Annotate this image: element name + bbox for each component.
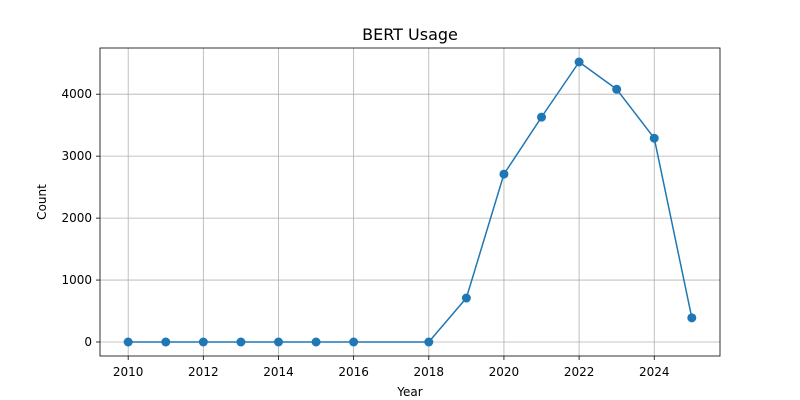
- data-point: [574, 57, 584, 67]
- data-point: [612, 84, 622, 94]
- series-layer: [123, 57, 697, 347]
- x-tick-label: 2018: [414, 365, 445, 379]
- x-tick-label: 2010: [113, 365, 144, 379]
- data-point: [461, 293, 471, 303]
- data-point: [161, 337, 171, 347]
- data-point: [499, 169, 509, 179]
- x-tick-label: 2014: [263, 365, 294, 379]
- data-point: [649, 133, 659, 143]
- data-point: [236, 337, 246, 347]
- data-point: [198, 337, 208, 347]
- x-tick-label: 2022: [564, 365, 595, 379]
- y-tick-label: 3000: [61, 149, 92, 163]
- data-point: [123, 337, 133, 347]
- grid: [100, 48, 720, 356]
- x-axis-label: Year: [396, 385, 422, 399]
- y-axis-label: Count: [35, 184, 49, 220]
- x-ticks: 2010 2012 2014 2016 2018 2020 2022 2024: [113, 356, 670, 379]
- data-point: [537, 112, 547, 122]
- y-tick-label: 1000: [61, 273, 92, 287]
- y-ticks: 0 1000 2000 3000 4000: [61, 87, 100, 349]
- y-tick-label: 0: [84, 335, 92, 349]
- x-tick-label: 2024: [639, 365, 670, 379]
- y-tick-label: 4000: [61, 87, 92, 101]
- data-point: [687, 313, 697, 323]
- data-point: [311, 337, 321, 347]
- x-tick-label: 2020: [489, 365, 520, 379]
- plot-frame: [99, 47, 721, 357]
- data-point: [349, 337, 359, 347]
- y-tick-label: 2000: [61, 211, 92, 225]
- series-line: [128, 61, 693, 343]
- x-tick-label: 2016: [338, 365, 369, 379]
- data-point: [273, 337, 283, 347]
- x-tick-label: 2012: [188, 365, 219, 379]
- data-point: [424, 337, 434, 347]
- chart-title: BERT Usage: [362, 25, 458, 44]
